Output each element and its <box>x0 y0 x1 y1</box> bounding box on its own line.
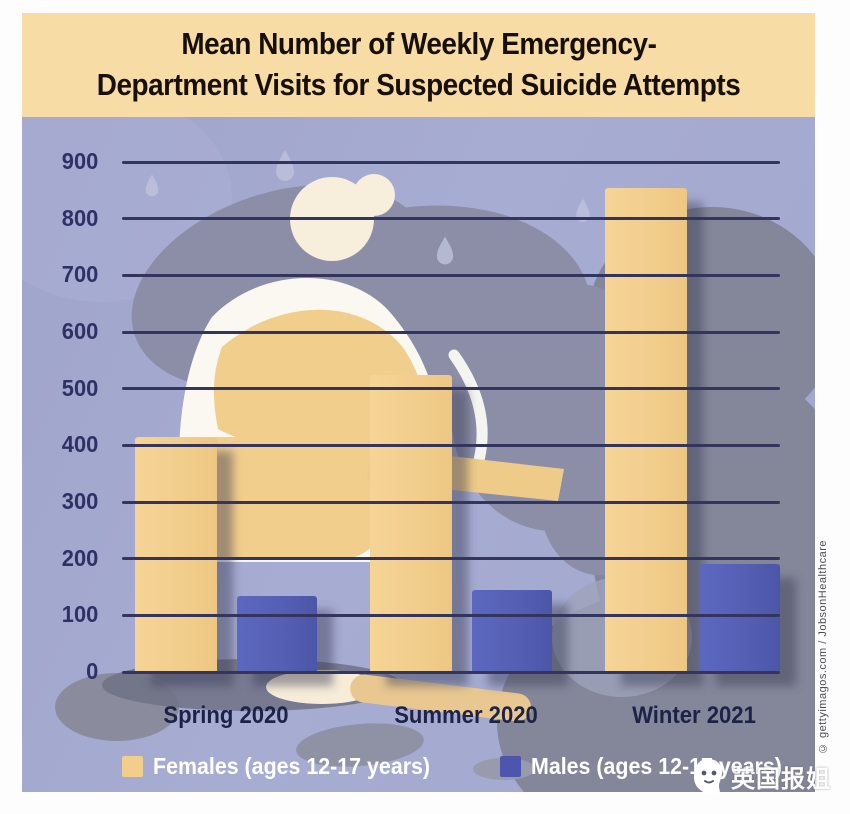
social-logo-icon <box>694 759 723 796</box>
x-axis-label-summer-2020: Summer 2020 <box>394 702 538 729</box>
y-axis-tick-label: 100 <box>61 601 99 628</box>
y-axis-tick-label: 700 <box>61 261 99 288</box>
x-axis-label-spring-2020: Spring 2020 <box>163 702 289 729</box>
bar-females-summer-2020 <box>370 374 452 672</box>
y-axis-tick-label: 500 <box>61 374 99 401</box>
girl-foot <box>266 670 378 704</box>
gridline <box>122 500 780 504</box>
y-axis-tick-label: 800 <box>61 204 99 231</box>
gridline <box>122 613 780 617</box>
bar-females-spring-2020 <box>135 436 217 672</box>
chart-title-line1: Mean Number of Weekly Emergency- <box>180 26 657 62</box>
legend-item-males: Males (ages 12-17 years) <box>500 753 801 780</box>
bar-males-spring-2020 <box>237 595 317 672</box>
gridline <box>122 330 780 334</box>
teardrop-icons <box>145 150 590 265</box>
gridline <box>122 273 780 277</box>
bar-females-winter-2021 <box>605 187 687 672</box>
gridline <box>122 670 780 674</box>
title-banner: Mean Number of Weekly Emergency- Departm… <box>22 13 815 117</box>
legend-item-females: Females (ages 12-17 years) <box>122 753 451 780</box>
image-credit-text: © gettyimagos.com / JobsonHealthcare <box>817 540 829 755</box>
chart-panel: 0 100 200 300 400 500 600 700 800 900 Spring 2020 S… <box>22 117 815 792</box>
gridline <box>122 217 780 221</box>
bar-males-winter-2021 <box>700 564 780 672</box>
legend-females-label: Females (ages 12-17 years) <box>153 753 431 779</box>
y-axis-tick-label: 300 <box>61 488 99 514</box>
social-watermark-text: 英国报姐 <box>731 765 831 793</box>
chart-title-line2: Department Visits for Suspected Suicide … <box>96 67 741 102</box>
girl-shoe <box>350 674 532 722</box>
bar-males-summer-2020 <box>472 589 552 672</box>
gridline <box>122 160 780 164</box>
gridline <box>122 387 780 391</box>
y-axis-tick-label: 600 <box>61 318 99 344</box>
x-axis-label-winter-2021: Winter 2021 <box>632 702 756 729</box>
y-axis-tick-label: 400 <box>61 431 99 458</box>
y-axis-tick-label: 900 <box>61 148 99 174</box>
gridline <box>122 557 780 561</box>
legend-males-label: Males (ages 12-17 years) <box>531 753 782 779</box>
gridline <box>122 443 780 447</box>
males-swatch-icon <box>500 756 521 777</box>
pebble <box>296 723 424 767</box>
y-axis-tick-label: 200 <box>61 544 99 571</box>
y-axis-tick-label: 0 <box>86 658 99 684</box>
social-watermark: 英国报姐 <box>690 755 831 797</box>
females-swatch-icon <box>122 756 143 777</box>
